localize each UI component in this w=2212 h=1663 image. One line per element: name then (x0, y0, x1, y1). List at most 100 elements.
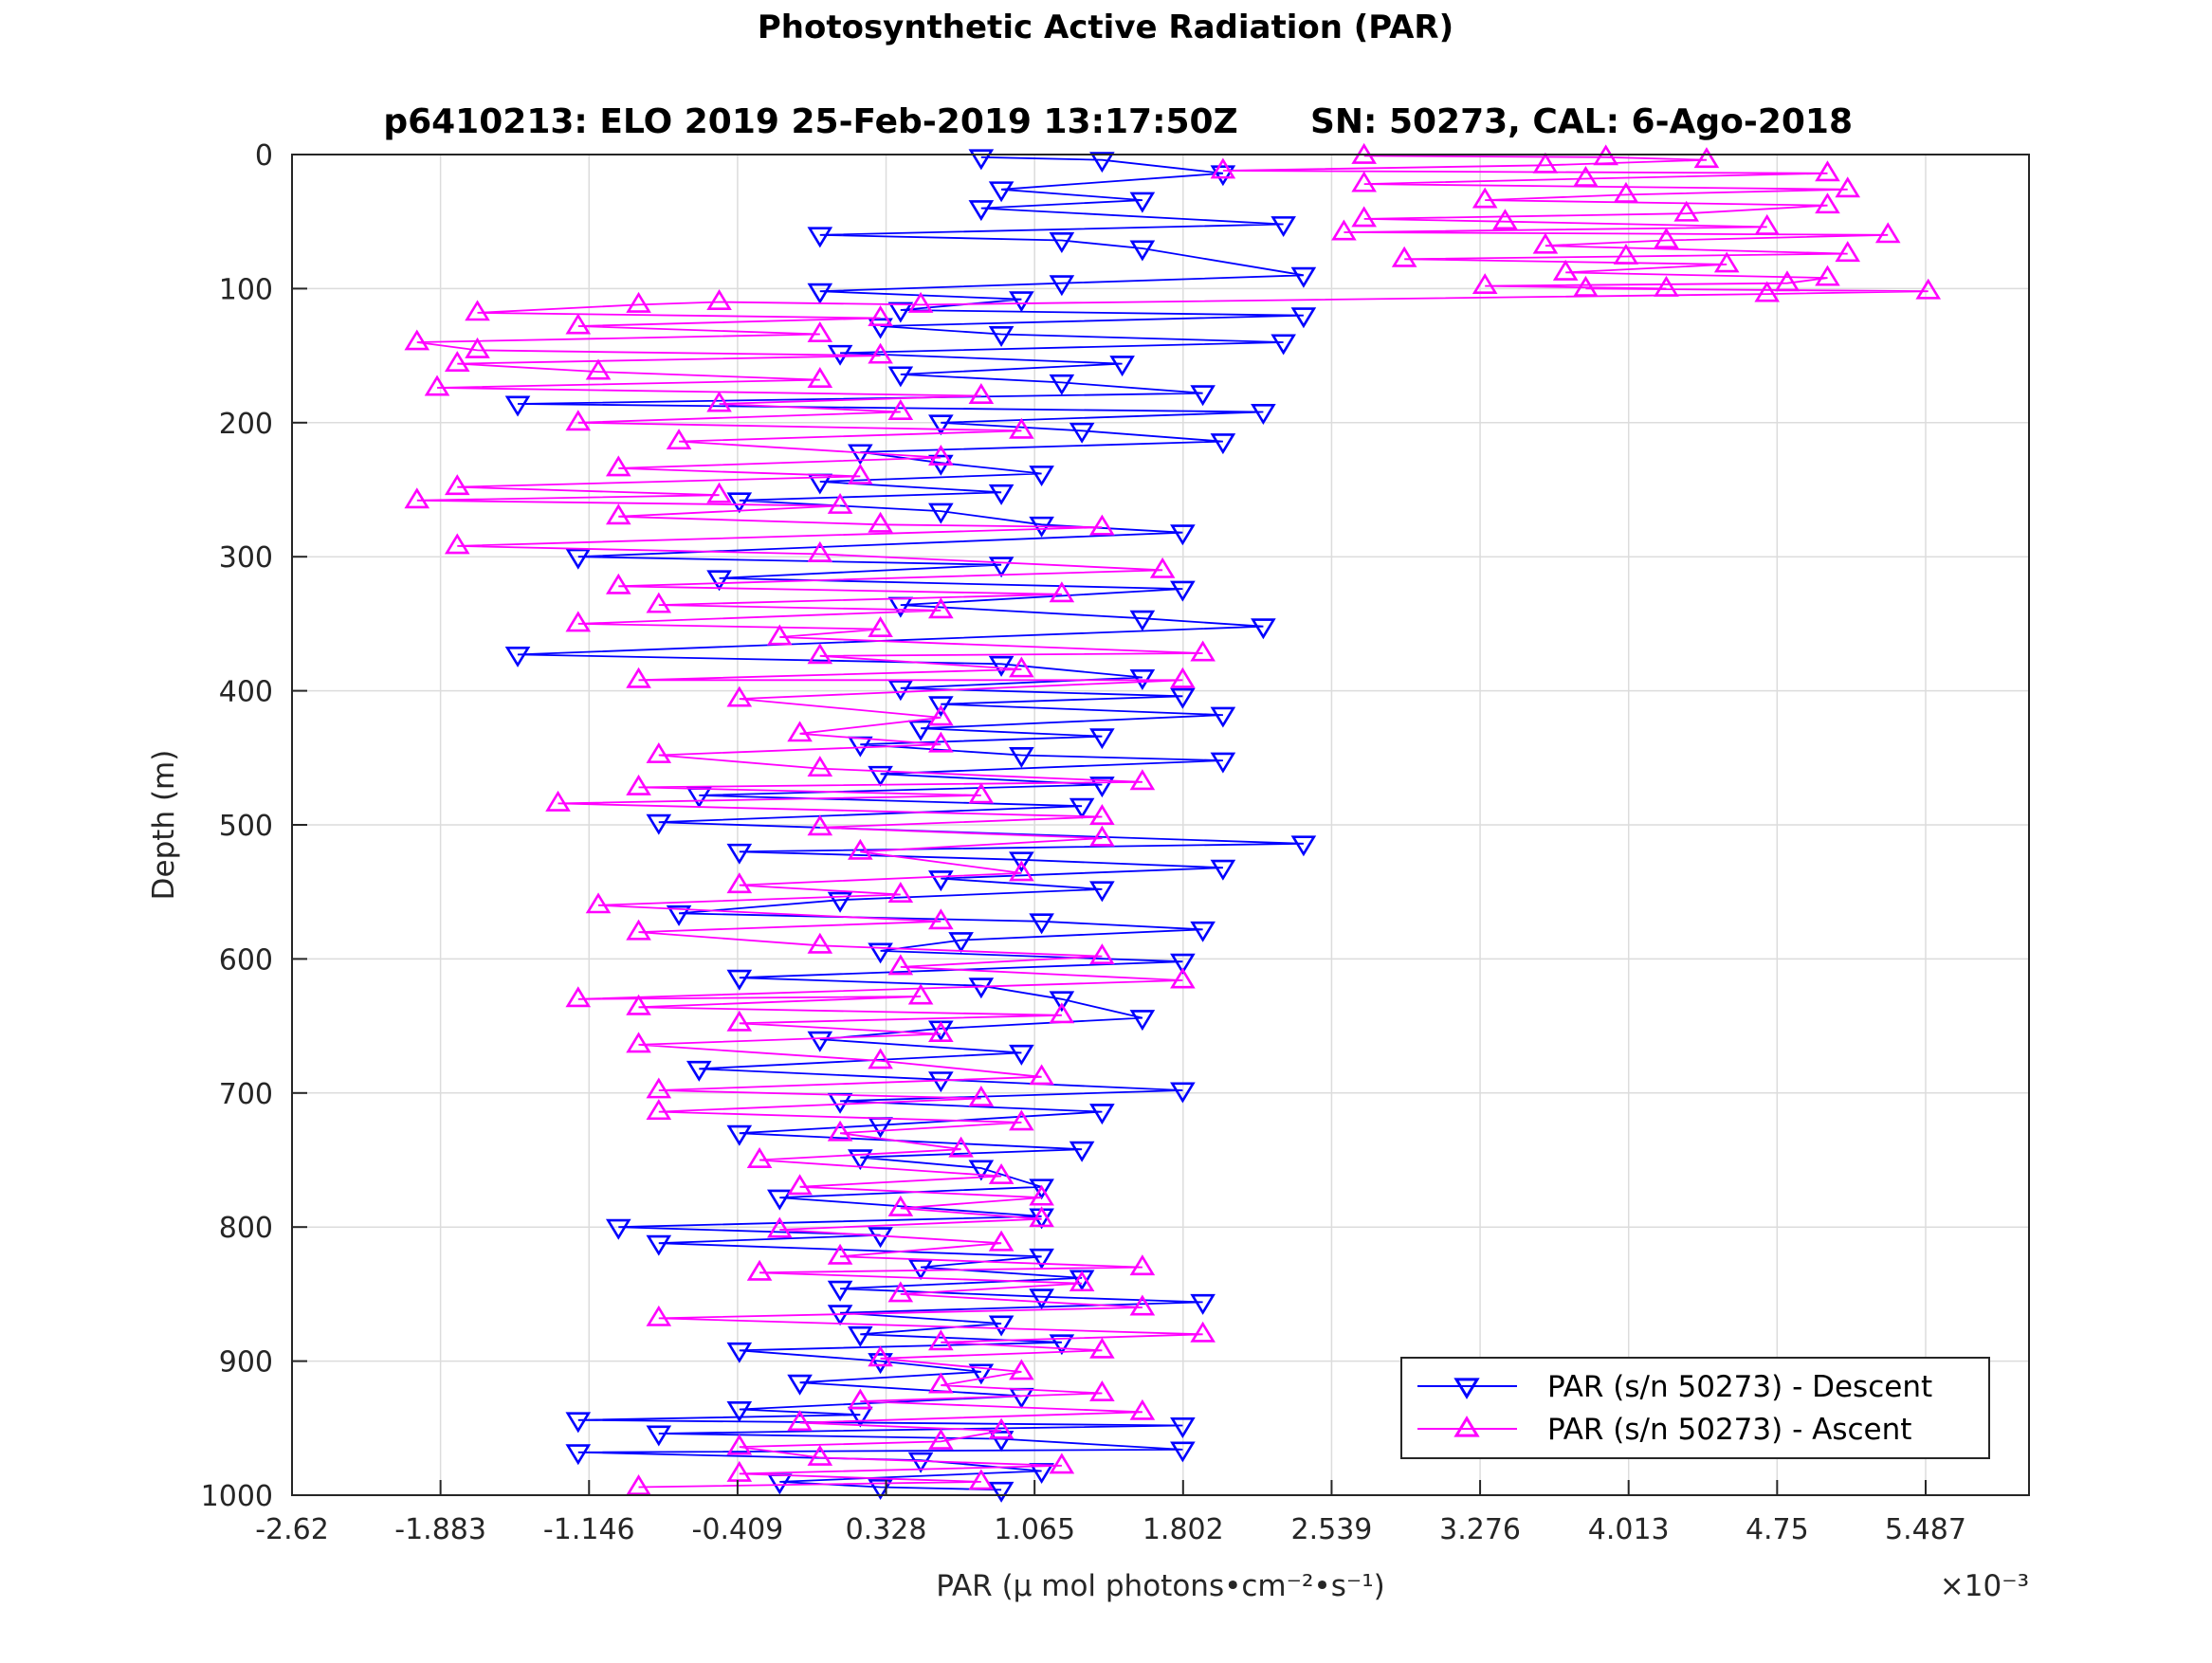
data-point (1815, 192, 1840, 214)
chart-subtitle-left: p6410213: ELO 2019 25-Feb-2019 13:17:50Z (383, 102, 1237, 141)
data-point (646, 1234, 672, 1256)
x-tick-label: -0.409 (692, 1513, 784, 1546)
data-point (726, 685, 753, 707)
y-tick-label: 800 (219, 1212, 273, 1245)
legend-marker-descent (1453, 1378, 1480, 1399)
data-point (1029, 466, 1054, 487)
data-point (1170, 687, 1196, 709)
data-point (807, 1031, 833, 1052)
series-line (517, 155, 1305, 1491)
series-layer (404, 142, 1942, 1503)
data-point (1915, 278, 1942, 300)
data-point (626, 774, 651, 795)
y-ticks: 0 100 200 300 400 500 600 700 800 900 1000 (201, 139, 307, 1513)
data-point (666, 905, 692, 926)
x-tick-label: 3.276 (1439, 1513, 1521, 1546)
data-point (1170, 667, 1196, 688)
data-point (1251, 404, 1276, 425)
data-point (928, 1428, 954, 1450)
x-tick-label: 1.802 (1143, 1513, 1224, 1546)
data-point (1049, 374, 1075, 395)
data-point (565, 548, 592, 570)
chart-title: Photosynthetic Active Radiation (PAR) (758, 9, 1453, 46)
data-point (1049, 1002, 1075, 1024)
data-point (1029, 1288, 1054, 1310)
data-point (404, 329, 430, 351)
y-tick-label: 500 (219, 810, 273, 843)
x-tick-label: -1.146 (543, 1513, 635, 1546)
data-point (848, 444, 873, 466)
data-point (545, 790, 571, 812)
series-ascent (404, 142, 1942, 1495)
data-point (1210, 706, 1236, 728)
data-point (646, 741, 672, 763)
data-point (807, 320, 833, 342)
x-ticks: -2.62 -1.883 -1.146 -0.409 0.328 1.065 1.802 2.… (255, 1480, 1966, 1546)
data-point (868, 616, 893, 638)
data-point (848, 1149, 873, 1171)
data-point (1391, 246, 1417, 267)
data-point (968, 1085, 995, 1106)
data-point (1009, 1109, 1034, 1131)
data-point (1129, 192, 1156, 213)
data-point (767, 1216, 793, 1238)
data-point (827, 1243, 853, 1265)
data-point (1069, 1141, 1095, 1162)
y-tick-label: 400 (219, 676, 273, 709)
x-tick-label: 1.065 (994, 1513, 1075, 1546)
x-tick-label: 2.539 (1290, 1513, 1372, 1546)
data-point (1190, 921, 1216, 942)
data-point (907, 1452, 934, 1473)
legend-box (1400, 1357, 1990, 1459)
data-point (807, 643, 833, 665)
data-point (465, 300, 490, 321)
data-point (1573, 165, 1599, 187)
data-point (1472, 273, 1498, 295)
data-point (928, 597, 954, 619)
data-point (868, 511, 893, 533)
data-point (868, 318, 893, 339)
data-point (868, 1048, 893, 1069)
x-axis-exponent: ×10⁻³ (1940, 1569, 2029, 1603)
data-point (928, 1329, 954, 1351)
data-point (1009, 656, 1034, 678)
data-point (887, 1195, 914, 1216)
data-point (1089, 881, 1115, 903)
data-point (868, 304, 893, 326)
data-point (706, 289, 732, 310)
data-point (1835, 176, 1861, 198)
data-point (1290, 835, 1317, 857)
data-point (1029, 1179, 1054, 1200)
data-point (807, 814, 833, 836)
data-point (988, 655, 1015, 677)
data-point (767, 624, 793, 646)
data-point (585, 358, 612, 380)
data-point (1713, 251, 1740, 273)
data-point (787, 1174, 813, 1196)
data-point (1049, 232, 1075, 254)
data-point (666, 429, 692, 450)
data-point (907, 1259, 934, 1281)
data-point (887, 882, 914, 903)
data-point (1089, 1380, 1115, 1401)
data-point (1029, 1206, 1054, 1228)
data-point (726, 1434, 753, 1455)
data-point (807, 227, 833, 248)
data-point (1210, 433, 1236, 455)
data-point (887, 366, 914, 388)
data-point (726, 492, 753, 514)
data-point (968, 1469, 995, 1490)
data-point (726, 843, 753, 865)
data-point (868, 342, 893, 364)
data-point (1049, 991, 1075, 1013)
data-point (1754, 213, 1781, 235)
y-tick-label: 1000 (201, 1480, 273, 1513)
y-tick-label: 900 (219, 1346, 273, 1380)
data-point (1573, 275, 1599, 297)
data-point (1069, 797, 1095, 819)
data-point (1170, 1082, 1196, 1104)
data-point (1009, 1359, 1034, 1380)
data-point (907, 720, 934, 741)
data-point (1129, 610, 1156, 631)
